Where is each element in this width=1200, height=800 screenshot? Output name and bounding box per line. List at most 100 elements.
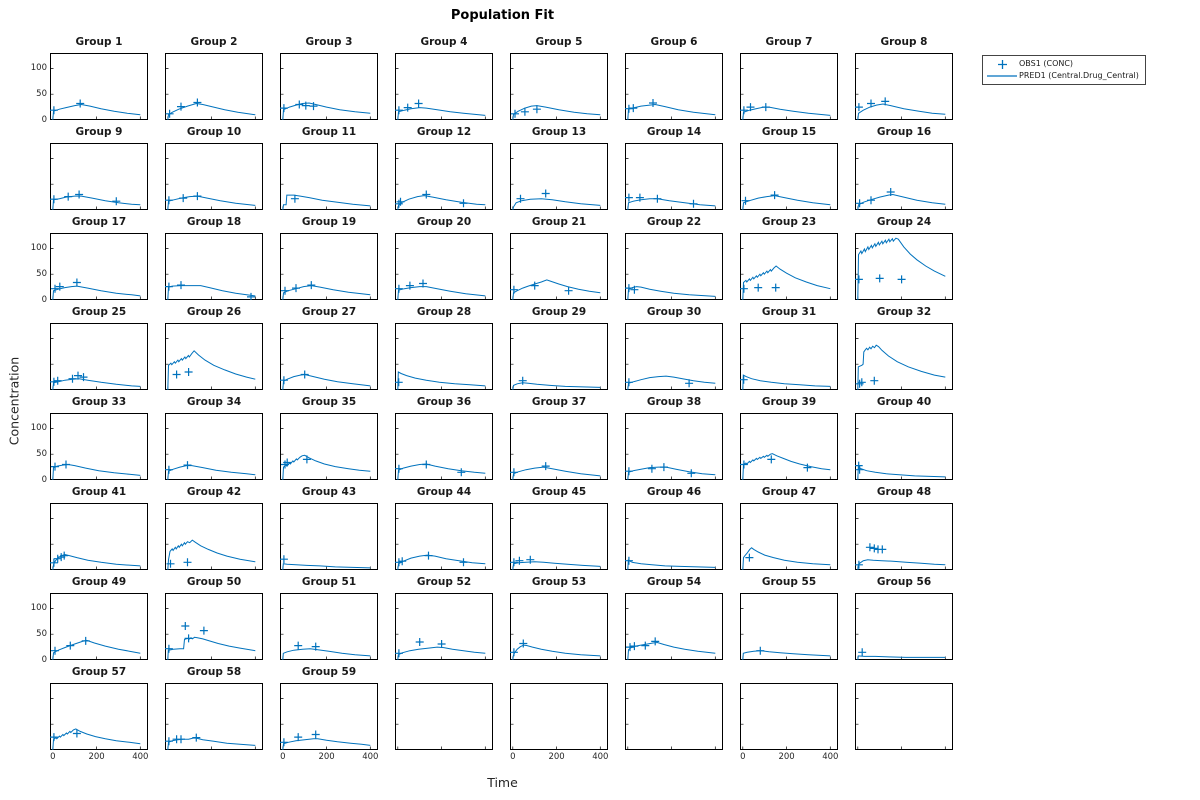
y-tick-label: 0 — [41, 115, 47, 125]
obs-markers — [740, 283, 780, 293]
subplot: Group 44 — [395, 486, 493, 570]
subplot-title: Group 23 — [761, 216, 817, 228]
subplot-title: Group 33 — [71, 396, 127, 408]
pred-line — [282, 563, 371, 570]
obs-markers — [625, 193, 698, 208]
plot-area — [50, 143, 148, 210]
plot-area — [280, 323, 378, 390]
subplot-title: Group 35 — [301, 396, 357, 408]
x-tick-label: 200 — [548, 752, 565, 762]
subplot: Group 49 0 50 100 — [31, 576, 148, 665]
obs-markers — [280, 730, 320, 747]
subplot-title: Group 32 — [876, 306, 932, 318]
plot-area — [395, 53, 493, 120]
obs-markers — [165, 622, 208, 653]
subplot-title: Group 36 — [416, 396, 472, 408]
subplot: Group 41 — [50, 486, 148, 570]
subplot: Group 2 — [165, 36, 263, 120]
subplot: Group 20 — [395, 216, 493, 300]
pred-line — [167, 539, 256, 570]
axes-box — [625, 143, 723, 210]
subplot: Group 42 — [165, 486, 263, 570]
obs-markers — [51, 636, 90, 655]
y-tick-label: 50 — [36, 89, 47, 100]
subplot: Group 11 — [280, 126, 378, 210]
axes-box — [855, 593, 953, 660]
plot-area — [395, 143, 493, 210]
obs-markers — [395, 551, 468, 567]
subplot-title: Group 53 — [531, 576, 587, 588]
axes-box — [625, 233, 723, 300]
axes-box — [165, 503, 263, 570]
obs-markers — [50, 551, 69, 567]
axes-box — [625, 593, 723, 660]
subplot-title: Group 40 — [876, 396, 932, 408]
obs-markers — [290, 194, 299, 203]
obs-markers — [858, 648, 867, 657]
subplot: Group 3 — [280, 36, 378, 120]
pred-line — [512, 382, 601, 390]
obs-markers — [395, 460, 466, 477]
plot-area — [740, 233, 838, 300]
axes-box — [855, 233, 953, 300]
subplot-title: Group 14 — [646, 126, 702, 138]
empty-subplot — [855, 666, 953, 750]
subplot: Group 26 — [165, 306, 263, 390]
subplot-title: Group 59 — [301, 666, 357, 678]
axes-box — [280, 53, 378, 120]
subplot: Group 54 — [625, 576, 723, 660]
axes-box — [395, 233, 493, 300]
axes-box — [625, 503, 723, 570]
axes-box — [510, 683, 608, 750]
subplot: Group 14 — [625, 126, 723, 210]
subplot-title: Group 27 — [301, 306, 357, 318]
subplot: Group 25 — [50, 306, 148, 390]
axes-box — [165, 323, 263, 390]
axes-box — [855, 683, 953, 750]
subplot: Group 55 — [740, 576, 838, 660]
obs-markers — [395, 378, 403, 387]
obs-markers — [395, 190, 468, 208]
subplot: Group 46 — [625, 486, 723, 570]
subplot-title: Group 13 — [531, 126, 587, 138]
y-tick-label: 0 — [41, 475, 47, 485]
plot-area — [740, 323, 838, 390]
subplot: Group 23 — [740, 216, 838, 300]
axes-box — [280, 593, 378, 660]
axes-box — [740, 143, 838, 210]
pred-line — [52, 728, 141, 750]
obs-markers — [626, 637, 660, 652]
obs-markers — [740, 375, 748, 384]
x-tick-label: 400 — [362, 752, 379, 762]
axes-box — [855, 53, 953, 120]
subplot: Group 12 — [395, 126, 493, 210]
subplot: Group 16 — [855, 126, 953, 210]
x-tick-label: 400 — [132, 752, 149, 762]
obs-markers — [740, 455, 812, 472]
obs-markers — [50, 190, 121, 206]
obs-markers — [625, 284, 639, 294]
subplot: Group 34 — [165, 396, 263, 480]
subplot-title: Group 51 — [301, 576, 357, 588]
subplot: Group 9 — [50, 126, 148, 210]
plot-area — [740, 683, 838, 750]
x-axis-label: Time — [487, 775, 518, 790]
subplot: Group 5 — [510, 36, 608, 120]
pred-line — [282, 648, 371, 660]
legend-entry-pred: PRED1 (Central.Drug_Central) — [985, 70, 1139, 82]
subplot-title: Group 25 — [71, 306, 127, 318]
axes-box — [165, 53, 263, 120]
plot-area — [740, 143, 838, 210]
plot-area — [855, 683, 953, 750]
obs-markers — [625, 99, 657, 113]
empty-subplot: 0 200 400 — [740, 666, 838, 762]
subplot-title: Group 54 — [646, 576, 702, 588]
subplot-title: Group 50 — [186, 576, 242, 588]
obs-markers — [740, 103, 770, 115]
obs-markers — [165, 461, 192, 474]
empty-subplot — [625, 666, 723, 750]
subplot-title: Group 45 — [531, 486, 587, 498]
pred-line — [167, 350, 256, 390]
subplot-title: Group 20 — [416, 216, 472, 228]
plot-area — [510, 143, 608, 210]
